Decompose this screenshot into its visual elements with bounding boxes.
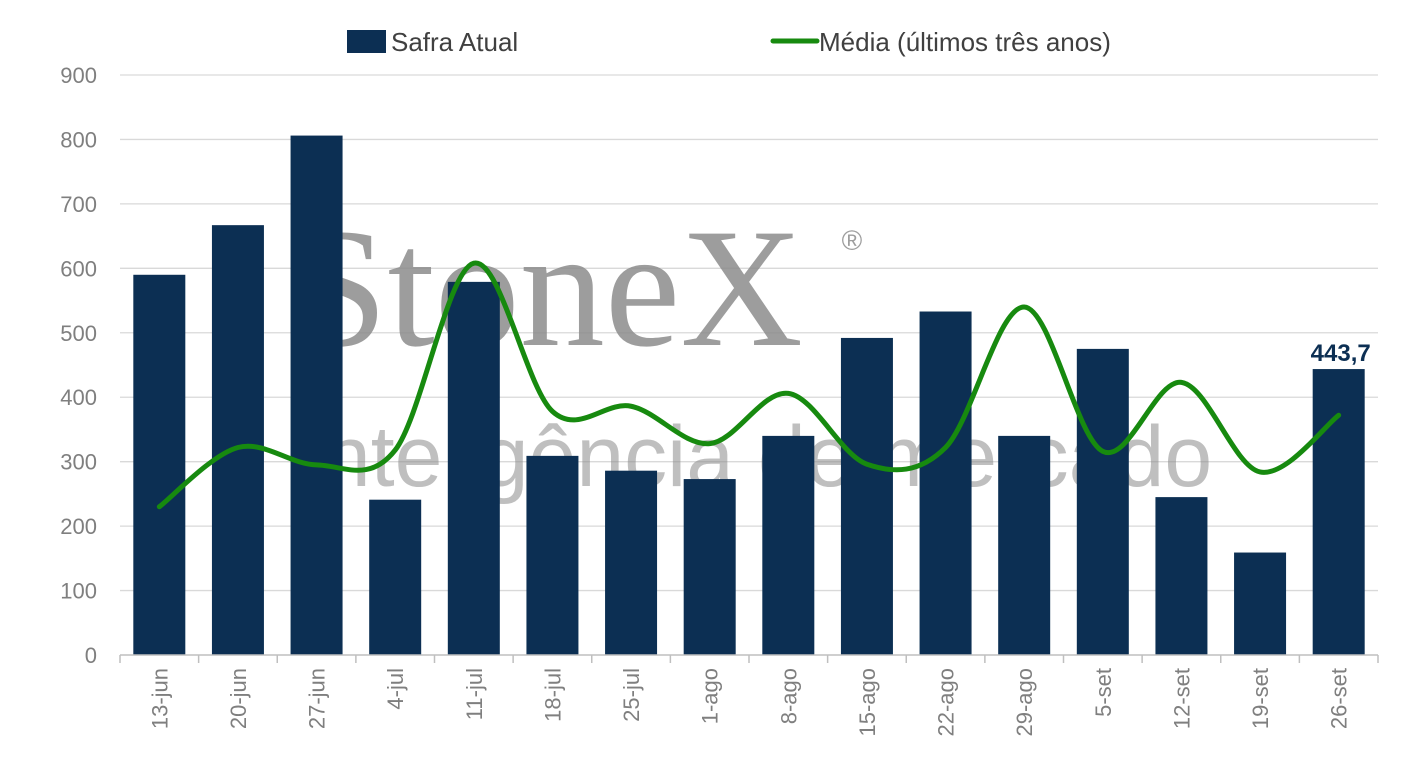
legend: Safra Atual Média (últimos três anos) [347, 27, 1111, 57]
bar [683, 479, 736, 655]
x-tick-label: 22-ago [934, 668, 959, 737]
x-tick-label: 19-set [1248, 668, 1273, 729]
x-tick-label: 20-jun [226, 668, 251, 729]
bars-safra-atual [133, 135, 1365, 656]
bar [1234, 552, 1287, 655]
x-tick-label: 8-ago [776, 668, 801, 724]
x-tick-label: 1-ago [698, 668, 723, 724]
bar [290, 135, 343, 656]
x-tick-label: 25-jul [619, 668, 644, 722]
x-tick-label: 26-set [1327, 668, 1352, 729]
media-line-path [156, 260, 1342, 510]
bar [762, 435, 815, 655]
bar [1312, 369, 1365, 655]
bar [998, 435, 1051, 655]
x-axis-ticks: 13-jun 20-jun 27-jun 4-jul 11-jul 18-jul 25-ju… [147, 668, 1351, 737]
x-tick-label: 18-jul [540, 668, 565, 722]
y-tick-label: 0 [85, 643, 97, 668]
bar [840, 337, 893, 655]
bar [447, 281, 500, 655]
x-tick-label: 29-ago [1012, 668, 1037, 737]
x-tick-label: 13-jun [147, 668, 172, 729]
watermark-brand: StoneX [293, 194, 803, 382]
y-axis-ticks: 0 100 200 300 400 500 600 700 800 900 [60, 63, 97, 668]
legend-swatch-safra-atual [347, 30, 386, 53]
bar [369, 499, 422, 655]
line-media [156, 260, 1342, 510]
watermark-tagline: inteligência de mercado [304, 409, 1212, 505]
y-tick-label: 800 [60, 127, 97, 152]
bar [605, 470, 658, 655]
bar [211, 225, 264, 655]
watermark-registered: ® [842, 225, 863, 256]
y-tick-label: 900 [60, 63, 97, 88]
bar [919, 311, 972, 655]
y-tick-label: 300 [60, 450, 97, 475]
y-tick-label: 100 [60, 579, 97, 604]
legend-label-media: Média (últimos três anos) [819, 27, 1111, 57]
y-tick-label: 400 [60, 385, 97, 410]
x-tick-label: 27-jun [305, 668, 330, 729]
x-tick-label: 15-ago [855, 668, 880, 737]
x-tick-label: 5-set [1091, 668, 1116, 717]
y-tick-label: 600 [60, 256, 97, 281]
x-axis [119, 654, 1379, 663]
bar [1155, 497, 1208, 655]
legend-label-safra-atual: Safra Atual [391, 27, 518, 57]
y-tick-label: 200 [60, 514, 97, 539]
bar [526, 455, 579, 655]
y-tick-label: 700 [60, 192, 97, 217]
x-tick-label: 4-jul [383, 668, 408, 710]
bar [133, 274, 186, 655]
bar [1076, 348, 1129, 655]
y-tick-label: 500 [60, 321, 97, 346]
stonex-watermark: StoneX ® inteligência de mercado [293, 194, 1212, 505]
data-labels: 443,7 [1311, 340, 1371, 367]
x-tick-label: 12-set [1169, 668, 1194, 729]
data-label-value: 443,7 [1311, 340, 1371, 367]
x-tick-label: 11-jul [462, 668, 487, 720]
